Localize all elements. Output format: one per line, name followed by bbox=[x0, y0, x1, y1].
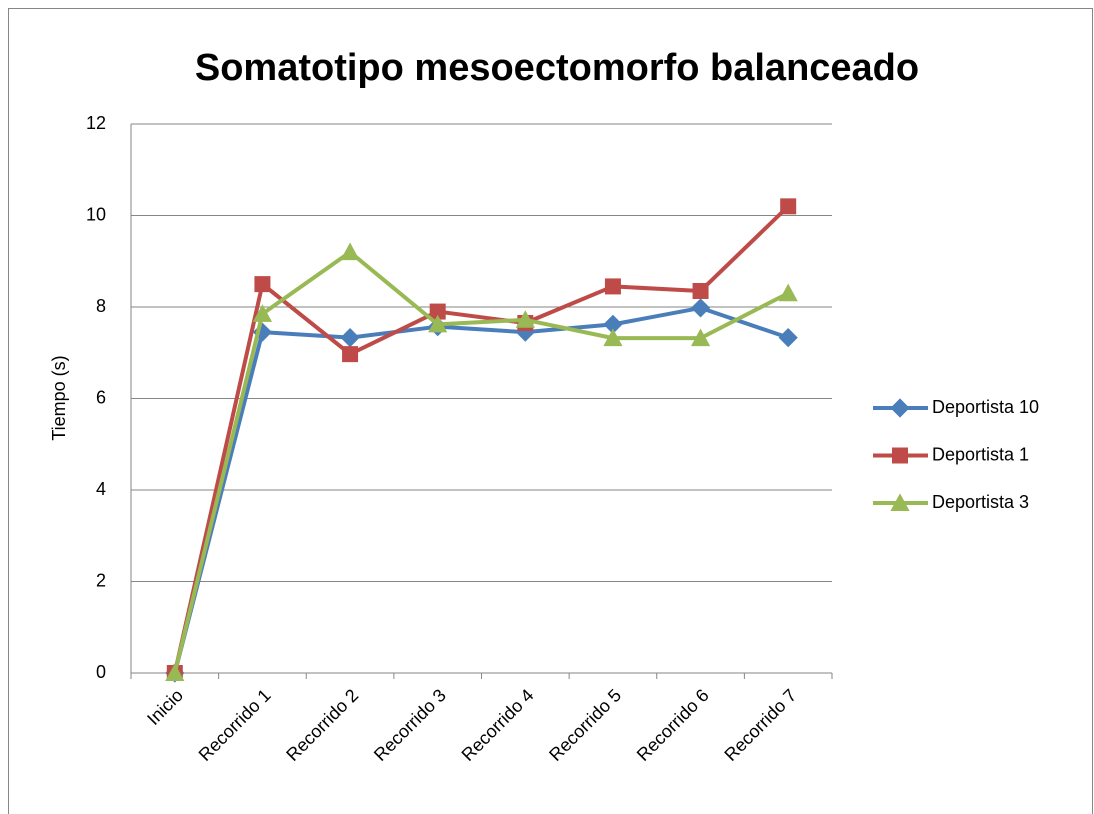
legend-label: Deportista 3 bbox=[932, 492, 1029, 512]
series-line bbox=[172, 305, 789, 674]
series-line bbox=[172, 204, 790, 674]
marker bbox=[428, 314, 448, 333]
x-tick-label: Recorrido 5 bbox=[545, 685, 625, 765]
y-tick-label: 12 bbox=[86, 113, 106, 133]
y-tick-label: 8 bbox=[96, 296, 106, 316]
marker bbox=[603, 328, 623, 347]
x-tick-label: Recorrido 6 bbox=[633, 685, 713, 765]
y-tick-label: 0 bbox=[96, 662, 106, 682]
marker bbox=[778, 283, 798, 302]
marker bbox=[890, 493, 910, 511]
marker bbox=[604, 278, 621, 295]
x-tick-label: Inicio bbox=[143, 685, 187, 729]
marker bbox=[254, 276, 271, 293]
x-tick-label: Recorrido 7 bbox=[720, 685, 800, 765]
legend-label: Deportista 10 bbox=[932, 397, 1039, 417]
marker bbox=[340, 242, 360, 261]
chart-title: Somatotipo mesoectomorfo balanceado bbox=[195, 47, 919, 89]
y-tick-label: 6 bbox=[96, 387, 106, 407]
x-tick-label: Recorrido 1 bbox=[195, 685, 275, 765]
chart-border bbox=[8, 8, 1093, 814]
legend-label: Deportista 1 bbox=[932, 444, 1029, 464]
y-tick-label: 4 bbox=[96, 479, 106, 499]
marker bbox=[892, 447, 908, 464]
y-axis-label: Tiempo (s) bbox=[49, 355, 69, 440]
x-tick-label: Recorrido 4 bbox=[458, 685, 538, 765]
marker bbox=[429, 303, 446, 320]
marker bbox=[890, 398, 910, 418]
marker bbox=[515, 322, 535, 342]
marker bbox=[690, 328, 711, 347]
marker bbox=[603, 314, 623, 334]
marker bbox=[342, 346, 359, 363]
x-tick-label: Recorrido 2 bbox=[282, 685, 362, 765]
marker bbox=[340, 328, 360, 348]
marker bbox=[692, 282, 709, 299]
marker bbox=[165, 663, 185, 681]
x-tick-label: Recorrido 3 bbox=[370, 685, 450, 765]
y-tick-label: 10 bbox=[86, 204, 106, 224]
marker bbox=[780, 198, 797, 215]
marker bbox=[778, 328, 798, 348]
marker bbox=[252, 304, 273, 322]
y-tick-label: 2 bbox=[96, 570, 106, 590]
marker bbox=[690, 298, 711, 318]
marker bbox=[515, 310, 535, 328]
series-line bbox=[172, 250, 790, 674]
